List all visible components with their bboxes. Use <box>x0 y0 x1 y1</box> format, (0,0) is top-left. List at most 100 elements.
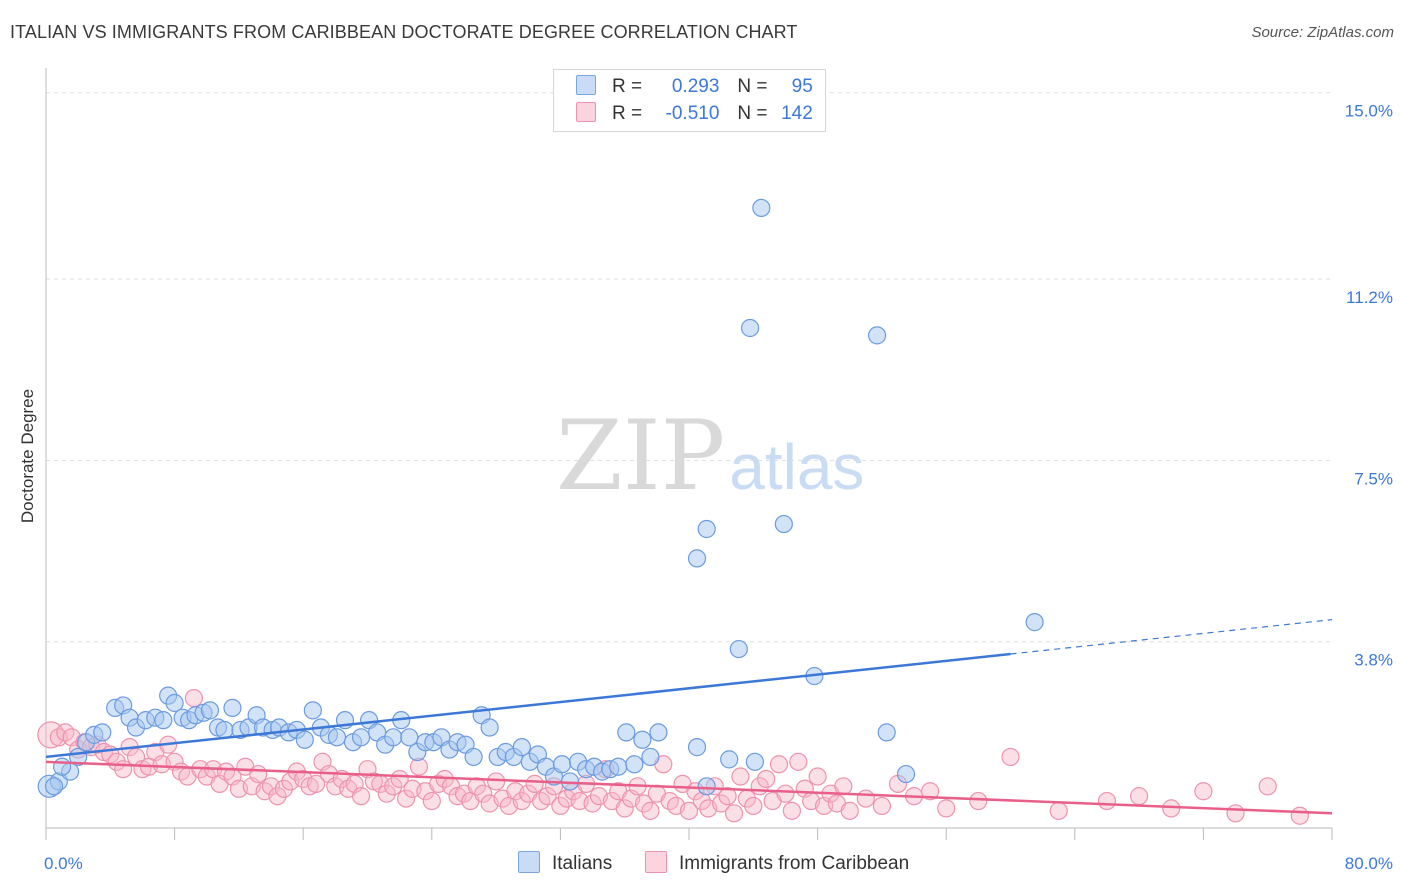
italians-point <box>200 701 220 720</box>
chart-title: ITALIAN VS IMMIGRANTS FROM CARIBBEAN DOC… <box>10 22 798 42</box>
x-tick-label: 80.0% <box>1345 854 1393 873</box>
legend-swatch-blue <box>576 75 596 95</box>
caribbean-point <box>1290 806 1309 825</box>
caribbean-point <box>525 774 544 793</box>
italians-trend-extension <box>1010 619 1333 655</box>
legend-n-label: N = <box>737 103 768 124</box>
y-tick-label: 11.2% <box>1346 288 1393 307</box>
italians-point <box>52 757 72 776</box>
caribbean-point <box>712 794 731 813</box>
caribbean-point <box>757 769 776 789</box>
tick-labels: 3.8% 7.5% 11.2% 15.0% 0.0% 80.0% <box>44 102 1393 873</box>
caribbean-point <box>679 801 699 820</box>
caribbean-point <box>782 801 801 820</box>
caribbean-trend-line <box>45 760 1333 815</box>
italians-point <box>649 723 668 742</box>
italians-point <box>774 514 793 534</box>
caribbean-point <box>274 779 294 798</box>
italians-point <box>464 747 483 767</box>
bottom-legend-swatch-blue <box>518 851 540 873</box>
caribbean-point <box>1001 747 1020 767</box>
italians-point <box>641 747 660 767</box>
caribbean-point <box>856 789 875 808</box>
legend-r-value-caribbean: -0.510 <box>665 103 720 124</box>
caribbean-point <box>718 787 737 806</box>
legend-row-italians: R = 0.293 N = 95 <box>576 75 813 99</box>
italians-point <box>687 549 707 568</box>
caribbean-point <box>808 767 827 786</box>
italians-point <box>729 639 748 659</box>
italians-point <box>697 777 716 796</box>
caribbean-point <box>249 764 268 784</box>
caribbean-point <box>872 796 892 816</box>
italians-point <box>687 738 707 757</box>
watermark-zip: ZIP <box>556 400 726 512</box>
caribbean-point <box>724 804 744 823</box>
caribbean-point <box>1226 804 1245 823</box>
caribbean-point <box>551 796 570 816</box>
italians-point <box>165 693 184 713</box>
italians-point <box>480 718 499 737</box>
legend-r-label: R = <box>612 76 643 97</box>
caribbean-point <box>1194 782 1213 801</box>
caribbean-point <box>744 796 763 816</box>
italians-point <box>1025 613 1044 632</box>
bottom-legend-swatch-pink <box>645 851 667 873</box>
y-tick-label: 15.0% <box>1345 102 1393 121</box>
italians-point <box>633 730 652 749</box>
caribbean-point <box>840 801 859 820</box>
caribbean-point <box>306 774 326 793</box>
italians-point <box>609 757 628 776</box>
caribbean-point <box>969 791 988 811</box>
caribbean-point <box>351 787 371 806</box>
stats-legend: R = 0.293 N = 95 R = -0.510 N = 142 <box>553 69 826 132</box>
caribbean-point <box>937 799 956 818</box>
italians-point <box>295 730 314 749</box>
caribbean-point <box>634 794 654 813</box>
italians-point <box>93 723 112 742</box>
italians-point <box>303 701 322 720</box>
bottom-legend-label-caribbean: Immigrants from Caribbean <box>679 853 910 874</box>
caribbean-point <box>921 782 940 801</box>
italians-point <box>867 326 887 345</box>
y-tick-label: 3.8% <box>1354 651 1393 670</box>
legend-row-caribbean: R = -0.510 N = 142 <box>576 102 813 126</box>
italians-point <box>44 777 64 796</box>
caribbean-point <box>789 752 808 771</box>
legend-r-label: R = <box>612 103 643 124</box>
x-tick-label: 0.0% <box>44 854 83 873</box>
source-label: Source: ZipAtlas.com <box>1251 24 1394 41</box>
caribbean-point <box>769 755 789 774</box>
legend-n-value-italians: 95 <box>791 76 813 97</box>
caribbean-point <box>1258 777 1277 796</box>
legend-r-value-italians: 0.293 <box>671 76 720 97</box>
italians-point <box>215 720 234 740</box>
caribbean-point <box>114 760 133 779</box>
series-italians-points <box>37 198 1044 798</box>
bottom-legend-caribbean: Immigrants from Caribbean <box>645 851 909 877</box>
y-tick-label: 7.5% <box>1354 469 1393 488</box>
italians-point <box>625 755 644 774</box>
italians-point <box>327 728 347 747</box>
caribbean-point <box>487 772 506 791</box>
bottom-legend-italians: Italians <box>518 851 612 877</box>
italians-point <box>617 723 636 742</box>
italians-point <box>877 723 896 742</box>
legend-n-label: N = <box>737 76 768 97</box>
italians-point <box>697 519 716 539</box>
caribbean-point <box>384 777 403 796</box>
italians-point <box>154 711 173 730</box>
italians-point <box>384 728 403 747</box>
caribbean-point <box>1049 801 1068 820</box>
caribbean-point <box>268 787 287 806</box>
caribbean-point <box>641 801 660 820</box>
bottom-legend-label-italians: Italians <box>552 853 613 874</box>
italians-point <box>745 752 765 771</box>
axes <box>45 68 1333 840</box>
legend-n-value-caribbean: 142 <box>781 103 813 124</box>
caribbean-point <box>776 784 795 803</box>
caribbean-point <box>396 789 416 808</box>
italians-point <box>740 318 760 338</box>
caribbean-point <box>583 794 602 813</box>
